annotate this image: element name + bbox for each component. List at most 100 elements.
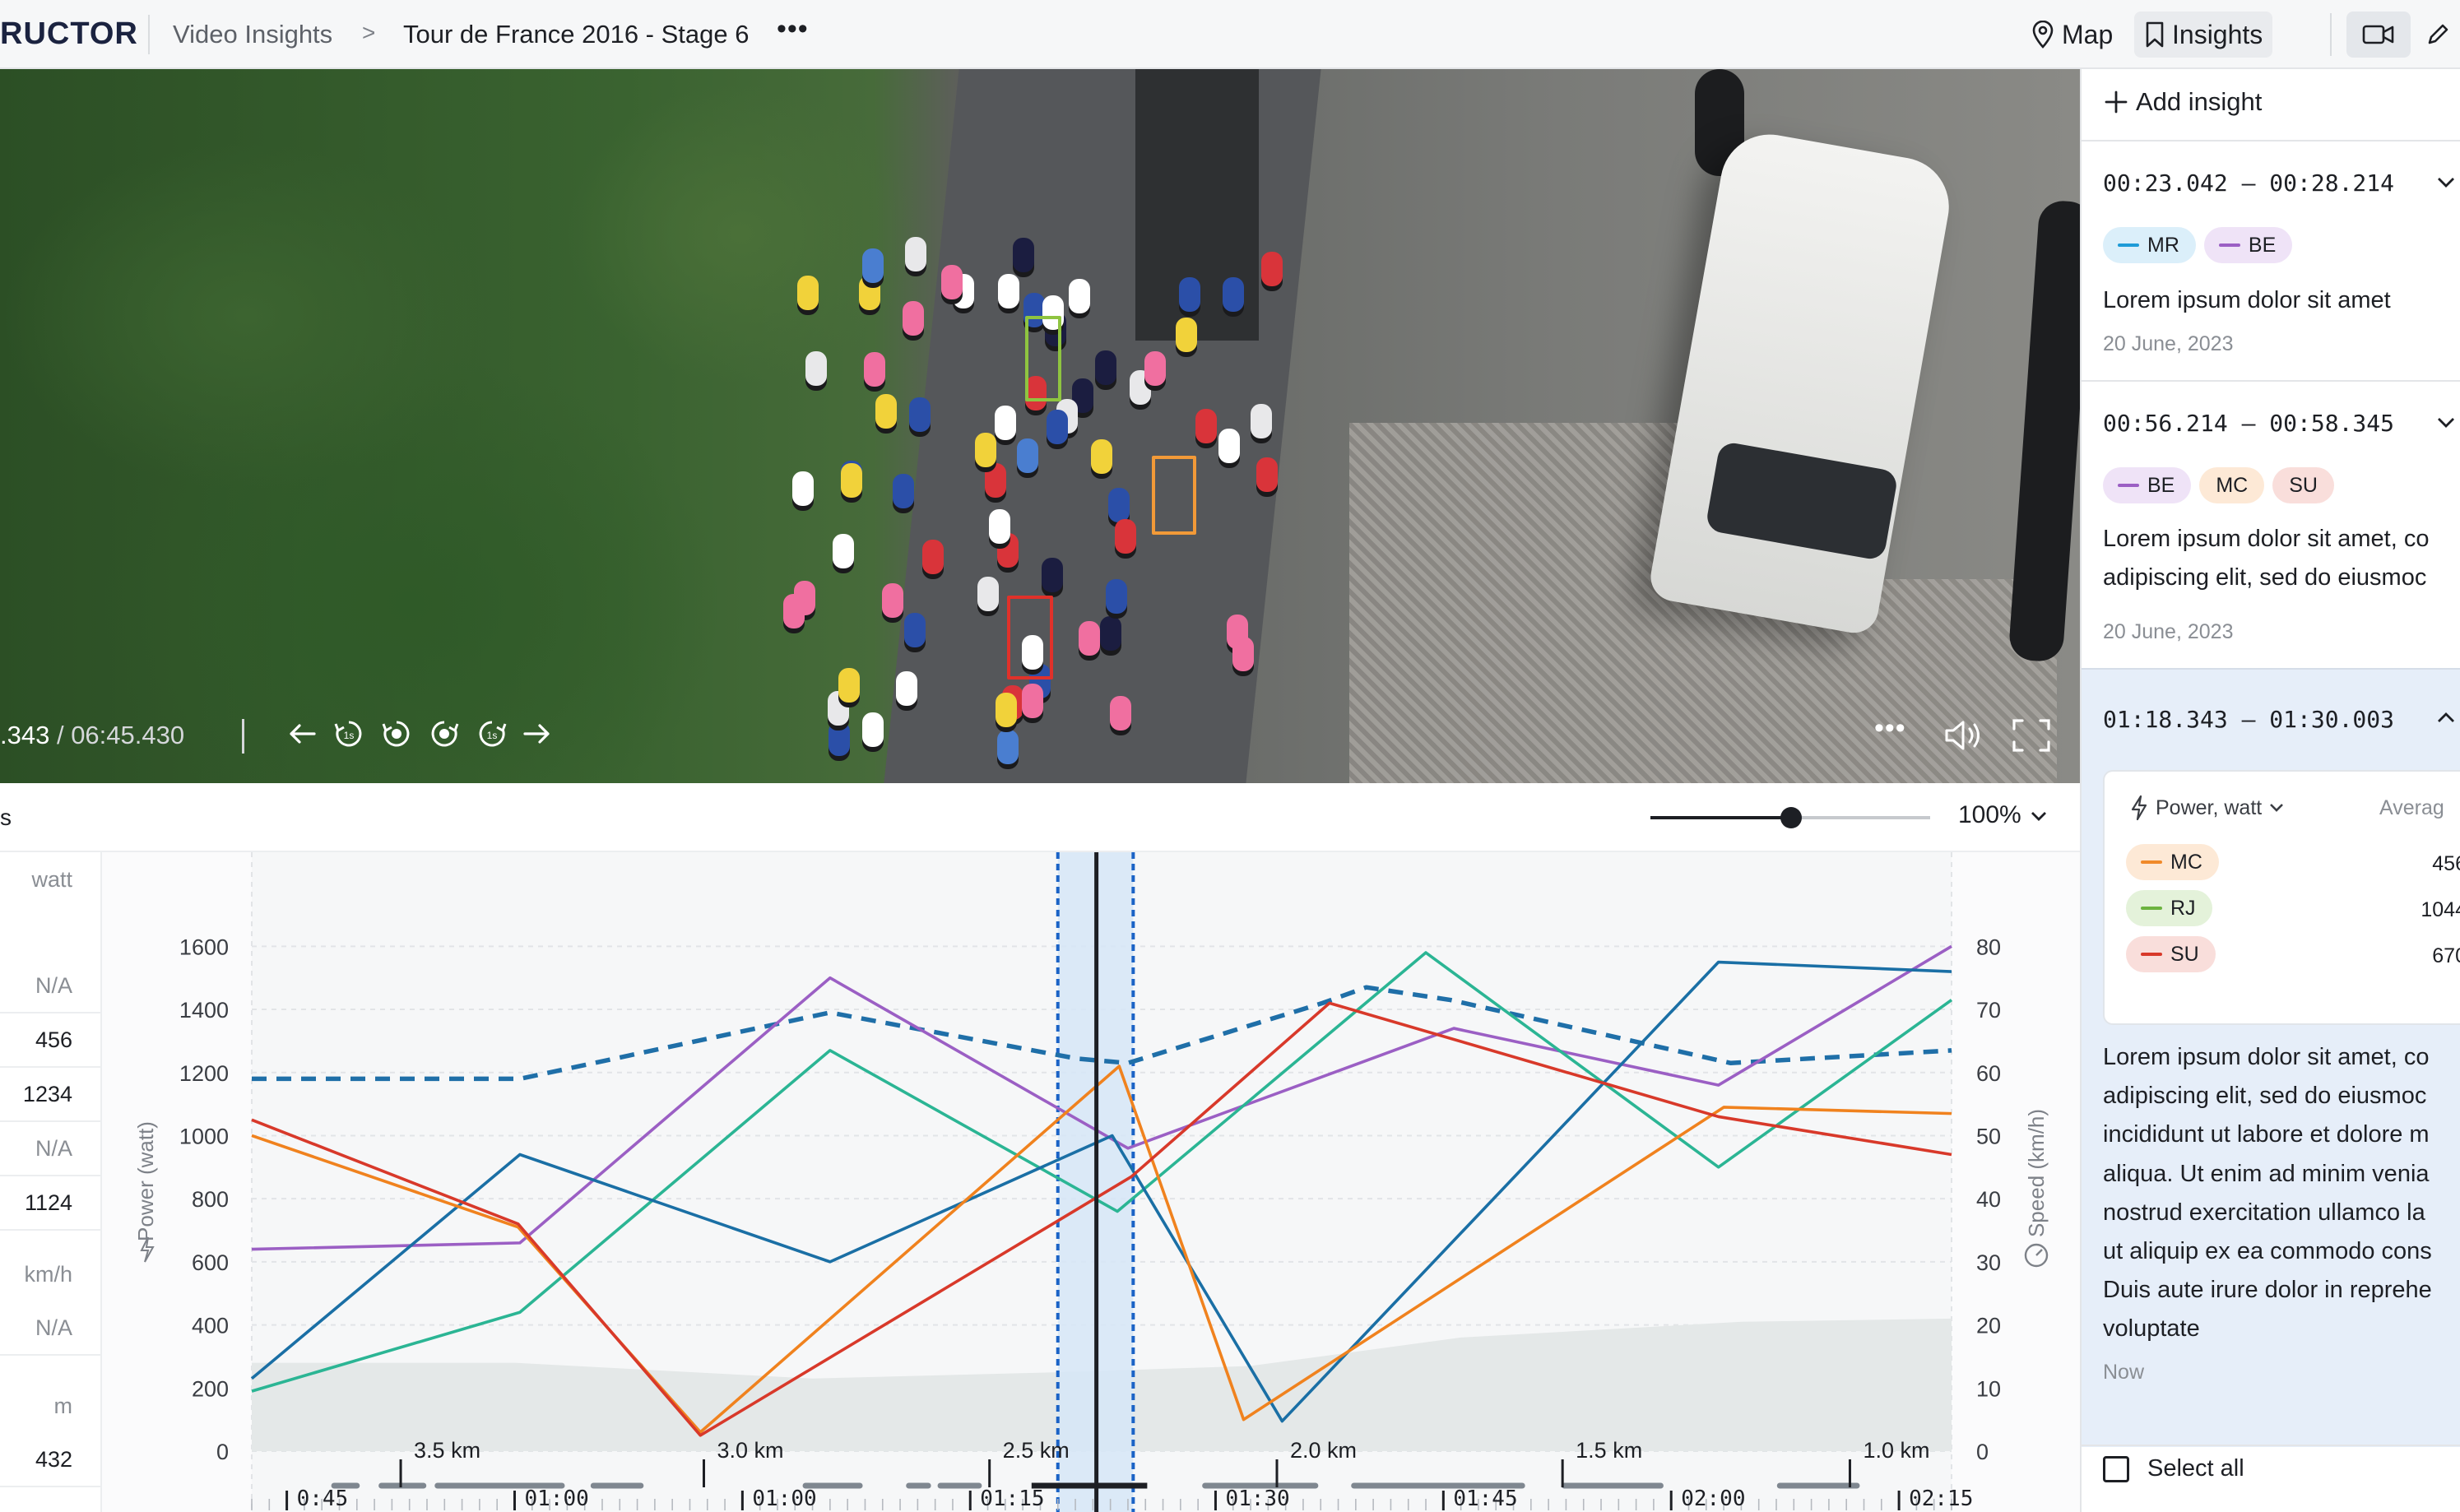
tag-label: BE	[2147, 473, 2175, 497]
rider	[838, 667, 860, 703]
rider-tag[interactable]: MR	[2103, 227, 2196, 263]
y-tick-label: 1600	[179, 935, 229, 959]
metric-select[interactable]: Power, watt	[2129, 795, 2285, 821]
rider	[977, 576, 1000, 611]
tag-label: SU	[2289, 473, 2318, 497]
rider-tag[interactable]: SU	[2126, 936, 2216, 972]
forward-5s-icon[interactable]	[428, 717, 461, 750]
rider	[904, 237, 926, 272]
add-insight-button[interactable]: Add insight	[2103, 87, 2262, 117]
rider	[893, 473, 915, 508]
video-scene	[2007, 199, 2080, 663]
insight-text-line: nostrud exercitation ullamco la	[2103, 1199, 2425, 1226]
power-series-line[interactable]	[251, 1001, 1952, 1437]
divider	[148, 15, 150, 54]
speed-series-line[interactable]	[252, 985, 1952, 1082]
video-more-icon[interactable]: •••	[1874, 712, 1906, 744]
forward-1s-icon[interactable]: 1s	[476, 717, 508, 750]
chart-canvas[interactable]: 0 200 400 600 800 1000 1200 1400 1600 0 10 20 30 40 50…	[102, 852, 2080, 1512]
lightning-icon	[2131, 795, 2147, 821]
insight-time-range: 00:23.042 – 00:28.214	[2103, 169, 2395, 197]
tag-label: BE	[2248, 233, 2277, 257]
more-options-icon[interactable]: •••	[777, 13, 809, 44]
time-tick-label: 02:15	[1909, 1486, 1973, 1511]
speedometer-icon	[2024, 1243, 2049, 1268]
metric-value-cell: 1124	[0, 1176, 102, 1231]
chart-toolbar-label: s	[0, 805, 12, 830]
volume-icon[interactable]	[1943, 717, 1984, 754]
insight-date: 20 June, 2023	[2103, 620, 2234, 643]
zoom-slider-handle[interactable]	[1780, 807, 1802, 828]
insight-text: Lorem ipsum dolor sit amet	[2103, 287, 2391, 313]
insight-card[interactable]: 00:56.214 – 00:58.345 BE MC SU Lorem ips…	[2082, 380, 2460, 671]
rider-tag[interactable]: MC	[2199, 467, 2265, 503]
power-series-line[interactable]	[251, 944, 1952, 1251]
replay-1s-icon[interactable]: 1s	[332, 717, 365, 750]
map-label: Map	[2062, 19, 2114, 49]
rider	[984, 463, 1006, 499]
rider	[1013, 238, 1035, 273]
zoom-value: 100%	[1958, 801, 2021, 828]
y2-tick-label: 40	[1976, 1187, 2001, 1212]
video-view-button[interactable]	[2346, 12, 2411, 58]
map-button[interactable]: Map	[2021, 12, 2123, 58]
y-axis-label: Power (watt)	[133, 1121, 158, 1241]
edit-button[interactable]	[2416, 12, 2460, 58]
replay-5s-icon[interactable]	[380, 717, 413, 750]
pin-icon	[2032, 21, 2054, 49]
chevron-up-icon[interactable]	[2435, 709, 2457, 726]
zoom-select[interactable]: 100%	[1958, 801, 2048, 829]
telemetry-chart[interactable]: 0 200 400 600 800 1000 1200 1400 1600 0 10 20 30 40 50…	[102, 852, 2080, 1512]
divider	[2082, 668, 2460, 670]
rider-tag[interactable]: BE	[2103, 467, 2192, 503]
tag-color-line	[2141, 860, 2162, 864]
video-camera-icon	[2362, 25, 2394, 44]
rider	[841, 463, 863, 499]
metric-values-column: watt N/A 456 1234 N/A 1124 km/h N/A m 432	[0, 852, 102, 1512]
tag-color-line	[2218, 243, 2240, 247]
y-tick-label: 400	[192, 1314, 229, 1338]
rider	[994, 406, 1016, 441]
insights-button[interactable]: Insights	[2134, 12, 2273, 58]
select-all-checkbox[interactable]: Select all	[2103, 1455, 2244, 1482]
arrow-left-icon[interactable]	[286, 717, 319, 750]
rider-tag[interactable]: BE	[2203, 227, 2293, 263]
y-tick-label: 200	[192, 1376, 229, 1401]
divider	[2082, 1445, 2460, 1446]
insight-tags: MR BE	[2103, 227, 2293, 263]
power-series-line[interactable]	[250, 960, 1952, 1423]
checkbox-icon[interactable]	[2103, 1455, 2129, 1482]
tracked-rider-box[interactable]	[1152, 456, 1196, 535]
metric-unit-label: km/h	[24, 1261, 72, 1287]
lightning-icon	[140, 1236, 155, 1263]
video-scene	[1646, 127, 1957, 637]
brand-logo[interactable]: RUCTOR	[0, 16, 138, 51]
insight-card[interactable]: 00:23.042 – 00:28.214 MR BE Lorem ipsum …	[2082, 140, 2460, 383]
breadcrumb-section[interactable]: Video Insights	[173, 20, 333, 49]
rider-tag[interactable]: MC	[2126, 844, 2219, 880]
y2-tick-label: 10	[1976, 1376, 2001, 1401]
tracked-rider-box[interactable]	[1025, 316, 1061, 401]
distance-label: 3.0 km	[717, 1438, 784, 1463]
metric-value: 670	[2432, 944, 2460, 967]
y2-axis-label: Speed (km/h)	[2024, 1109, 2049, 1237]
tracked-rider-box[interactable]	[1007, 596, 1053, 679]
rider	[908, 397, 931, 432]
insights-label: Insights	[2172, 19, 2263, 49]
video-player[interactable]: .343 / 06:45.430 1s 1s •••	[0, 69, 2080, 783]
rider	[862, 248, 884, 284]
fullscreen-icon[interactable]	[2011, 717, 2052, 754]
tag-color-line	[2141, 907, 2162, 910]
arrow-right-icon[interactable]	[520, 717, 553, 750]
power-series-line[interactable]	[251, 951, 1953, 1393]
chevron-down-icon[interactable]	[2435, 174, 2457, 191]
insight-text-line: ut aliquip ex ea commodo cons	[2103, 1238, 2432, 1264]
rider-tag[interactable]: RJ	[2126, 890, 2212, 926]
rider	[1091, 439, 1113, 475]
rider-tag[interactable]: SU	[2272, 467, 2334, 503]
rider	[903, 300, 925, 336]
rider	[941, 264, 963, 299]
chevron-down-icon[interactable]	[2435, 415, 2457, 431]
power-series-line[interactable]	[251, 1064, 1952, 1434]
rider	[1195, 409, 1217, 444]
